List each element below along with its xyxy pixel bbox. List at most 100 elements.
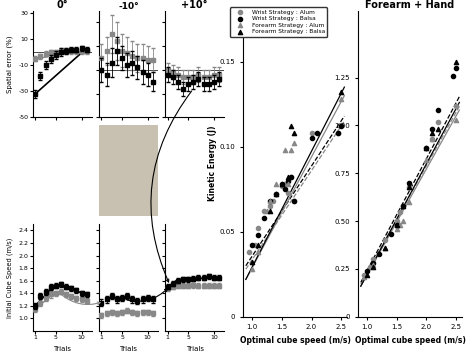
X-axis label: Optimal cube speed (m/s): Optimal cube speed (m/s) [240, 336, 351, 345]
Point [429, 136, 436, 142]
Wrist Strategy : Alum: (1.65, 0.082): Alum: (1.65, 0.082) [287, 175, 294, 180]
X-axis label: Trials: Trials [185, 346, 204, 352]
Point [366, 264, 374, 270]
Point [363, 272, 370, 277]
Point [399, 218, 406, 224]
Point [381, 237, 389, 243]
Point [423, 146, 430, 151]
Point [423, 157, 430, 163]
Wrist Strategy : Alum: (1.3, 0.065): Alum: (1.3, 0.065) [266, 203, 274, 209]
Point [393, 226, 400, 232]
Forearm Strategy : Alum: (1.7, 0.102): Alum: (1.7, 0.102) [290, 140, 297, 146]
Wrist Strategy : Alum: (1.35, 0.068): Alum: (1.35, 0.068) [269, 198, 276, 204]
Y-axis label: Kinetic Energy (J): Kinetic Energy (J) [208, 126, 217, 201]
Y-axis label: Initial Cube Speed (m/s): Initial Cube Speed (m/s) [7, 237, 13, 318]
Point [405, 180, 412, 186]
Point [396, 222, 403, 228]
Point [375, 251, 382, 257]
Forearm Strategy : Balsa: (1.3, 0.062): Balsa: (1.3, 0.062) [266, 208, 274, 214]
Point [405, 184, 412, 189]
Point [423, 146, 430, 151]
Forearm Strategy : Balsa: (1.1, 0.042): Balsa: (1.1, 0.042) [254, 243, 262, 248]
Wrist Strategy : Alum: (1.6, 0.073): Alum: (1.6, 0.073) [284, 190, 291, 195]
Point [429, 136, 436, 142]
Wrist Strategy : Balsa: (2.45, 0.108): Balsa: (2.45, 0.108) [335, 130, 342, 136]
Forearm Strategy : Balsa: (1.65, 0.112): Balsa: (1.65, 0.112) [287, 124, 294, 129]
Wrist Strategy : Balsa: (1.3, 0.068): Balsa: (1.3, 0.068) [266, 198, 274, 204]
Title: 25cm
-10°: 25cm -10° [115, 0, 142, 11]
Point [369, 264, 376, 270]
Wrist Strategy : Alum: (2.45, 0.108): Alum: (2.45, 0.108) [335, 130, 342, 136]
Point [360, 274, 368, 279]
Point [381, 245, 389, 251]
Wrist Strategy : Balsa: (1.2, 0.058): Balsa: (1.2, 0.058) [260, 215, 268, 221]
Forearm Strategy : Balsa: (1.4, 0.072): Balsa: (1.4, 0.072) [272, 191, 279, 197]
Wrist Strategy : Alum: (2.5, 0.113): Alum: (2.5, 0.113) [338, 122, 345, 127]
Forearm Strategy : Alum: (1.25, 0.062): Alum: (1.25, 0.062) [263, 208, 270, 214]
Point [453, 103, 460, 109]
Point [399, 203, 406, 209]
Wrist Strategy : Balsa: (1.65, 0.082): Balsa: (1.65, 0.082) [287, 175, 294, 180]
Forearm Strategy : Balsa: (1.6, 0.082): Balsa: (1.6, 0.082) [284, 175, 291, 180]
Point [429, 130, 436, 136]
Wrist Strategy : Alum: (1.05, 0.042): Alum: (1.05, 0.042) [251, 243, 259, 248]
Wrist Strategy : Balsa: (1.6, 0.08): Balsa: (1.6, 0.08) [284, 178, 291, 183]
Title: 0°: 0° [57, 0, 68, 10]
Wrist Strategy : Alum: (1.1, 0.052): Alum: (1.1, 0.052) [254, 226, 262, 231]
Point [423, 146, 430, 151]
Wrist Strategy : Alum: (0.95, 0.038): Alum: (0.95, 0.038) [245, 249, 253, 255]
Point [453, 59, 460, 65]
Forearm Strategy : Balsa: (2.5, 0.132): Balsa: (2.5, 0.132) [338, 89, 345, 95]
Point [435, 126, 442, 132]
Wrist Strategy : Balsa: (1, 0.042): Balsa: (1, 0.042) [248, 243, 255, 248]
Forearm Strategy : Alum: (1, 0.028): Alum: (1, 0.028) [248, 266, 255, 272]
Wrist Strategy : Balsa: (2.5, 0.112): Balsa: (2.5, 0.112) [338, 124, 345, 129]
Point [453, 65, 460, 71]
Y-axis label: Spatial error (%): Spatial error (%) [7, 35, 13, 93]
Wrist Strategy : Balsa: (1.4, 0.072): Balsa: (1.4, 0.072) [272, 191, 279, 197]
Point [360, 272, 368, 277]
Title: Total KE =
Forearm + Hand: Total KE = Forearm + Hand [366, 0, 455, 10]
Point [393, 222, 400, 228]
X-axis label: Trials: Trials [120, 346, 137, 352]
Point [399, 203, 406, 209]
Point [435, 119, 442, 124]
Forearm Strategy : Alum: (1.3, 0.068): Alum: (1.3, 0.068) [266, 198, 274, 204]
Point [393, 218, 400, 224]
Wrist Strategy : Alum: (1.4, 0.072): Alum: (1.4, 0.072) [272, 191, 279, 197]
Wrist Strategy : Balsa: (2, 0.105): Balsa: (2, 0.105) [308, 136, 315, 141]
Wrist Strategy : Alum: (2, 0.108): Alum: (2, 0.108) [308, 130, 315, 136]
Point [405, 199, 412, 205]
Point [450, 73, 457, 78]
Wrist Strategy : Alum: (1.7, 0.068): Alum: (1.7, 0.068) [290, 198, 297, 204]
Wrist Strategy : Balsa: (1.1, 0.048): Balsa: (1.1, 0.048) [254, 232, 262, 238]
Forearm Strategy : Alum: (1.4, 0.078): Alum: (1.4, 0.078) [272, 181, 279, 187]
Forearm Strategy : Alum: (1.6, 0.078): Alum: (1.6, 0.078) [284, 181, 291, 187]
Wrist Strategy : Balsa: (2.1, 0.108): Balsa: (2.1, 0.108) [314, 130, 321, 136]
Forearm Strategy : Balsa: (1, 0.032): Balsa: (1, 0.032) [248, 259, 255, 265]
Point [363, 268, 370, 274]
Point [399, 203, 406, 209]
Forearm Strategy : Alum: (1.1, 0.038): Alum: (1.1, 0.038) [254, 249, 262, 255]
Point [393, 222, 400, 228]
Forearm Strategy : Alum: (2.5, 0.128): Alum: (2.5, 0.128) [338, 96, 345, 102]
Forearm Strategy : Alum: (1.55, 0.098): Alum: (1.55, 0.098) [281, 147, 289, 153]
X-axis label: Trials: Trials [53, 346, 71, 352]
Legend: Wrist Strategy : Alum, Wrist Strategy : Balsa, Forearm Strategy : Alum, Forearm : Wrist Strategy : Alum, Wrist Strategy : … [230, 7, 327, 37]
Forearm Strategy : Balsa: (1.5, 0.078): Balsa: (1.5, 0.078) [278, 181, 285, 187]
Point [387, 232, 395, 237]
Wrist Strategy : Balsa: (1.5, 0.078): Balsa: (1.5, 0.078) [278, 181, 285, 187]
Wrist Strategy : Alum: (1.2, 0.062): Alum: (1.2, 0.062) [260, 208, 268, 214]
Wrist Strategy : Balsa: (1.7, 0.068): Balsa: (1.7, 0.068) [290, 198, 297, 204]
Point [369, 257, 376, 262]
Title: +10°: +10° [181, 0, 208, 10]
X-axis label: Optimal cube speed (m/s): Optimal cube speed (m/s) [354, 336, 466, 345]
Point [381, 245, 389, 251]
Wrist Strategy : Alum: (1.5, 0.077): Alum: (1.5, 0.077) [278, 183, 285, 189]
Point [435, 107, 442, 113]
Wrist Strategy : Balsa: (1.55, 0.075): Balsa: (1.55, 0.075) [281, 187, 289, 192]
Forearm Strategy : Alum: (1.65, 0.098): Alum: (1.65, 0.098) [287, 147, 294, 153]
Forearm Strategy : Balsa: (1.7, 0.108): Balsa: (1.7, 0.108) [290, 130, 297, 136]
Wrist Strategy : Alum: (1.55, 0.078): Alum: (1.55, 0.078) [281, 181, 289, 187]
Point [405, 184, 412, 189]
